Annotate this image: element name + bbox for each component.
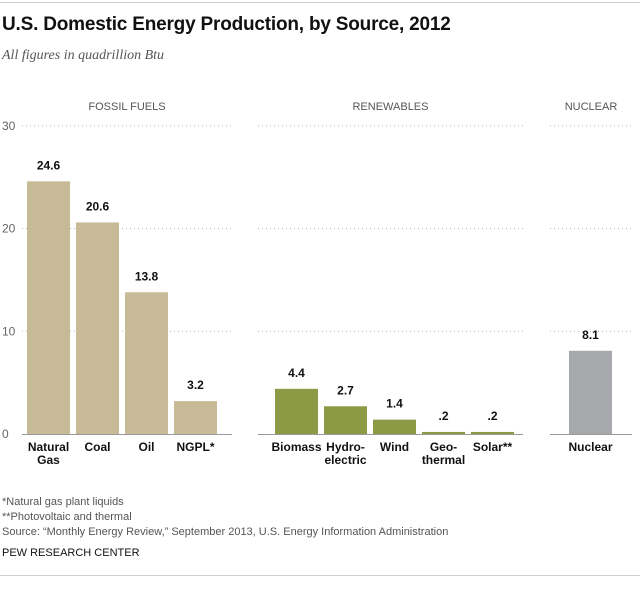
footnote-solar: **Photovoltaic and thermal [2,511,132,523]
bar [27,181,70,434]
y-tick-label: 30 [2,119,16,133]
data-label: 3.2 [187,378,204,392]
data-label: 8.1 [582,328,599,342]
data-label: .2 [487,409,497,423]
bar [471,431,514,434]
bar-chart: 0 10 20 30 FOSSIL FUELS 24.6 Natural Gas 20.6 Coa… [2,101,632,467]
group-header: RENEWABLES [352,101,428,113]
chart-subtitle: All figures in quadrillion Btu [2,48,165,63]
data-label: 2.7 [337,383,354,397]
footnote-ngpl: *Natural gas plant liquids [2,496,124,508]
category-label: Geo-thermal [422,440,465,467]
y-tick-label: 20 [2,222,16,236]
category-label: NGPL* [176,440,214,454]
bar [174,401,217,434]
bar [76,222,119,434]
data-label: 24.6 [37,158,61,172]
category-label: Wind [380,440,409,454]
data-label: 1.4 [386,397,403,411]
y-tick-label: 0 [2,427,9,441]
group-header: FOSSIL FUELS [88,101,165,113]
y-tick-label: 10 [2,324,16,338]
top-rule [0,2,640,3]
bar [422,431,465,434]
bar [125,292,168,434]
data-label: 4.4 [288,366,305,380]
category-label: Hydro-electric [324,440,366,467]
bar [373,419,416,434]
category-label: Coal [84,440,110,454]
category-label: Oil [138,440,154,454]
category-label: Natural Gas [28,440,69,467]
bottom-rule [0,575,640,576]
bar [324,406,367,434]
data-label: 13.8 [135,269,159,283]
category-label: Nuclear [568,440,612,454]
source-note: Source: “Monthly Energy Review,” Septemb… [2,526,449,538]
chart-title: U.S. Domestic Energy Production, by Sour… [2,14,451,35]
bar [275,388,318,434]
category-label: Biomass [271,440,321,454]
bar [569,350,612,434]
category-label: Solar** [473,440,513,454]
data-label: 20.6 [86,199,110,213]
data-label: .2 [438,409,448,423]
group-header: NUCLEAR [565,101,618,113]
credit-label: PEW RESEARCH CENTER [2,547,140,559]
